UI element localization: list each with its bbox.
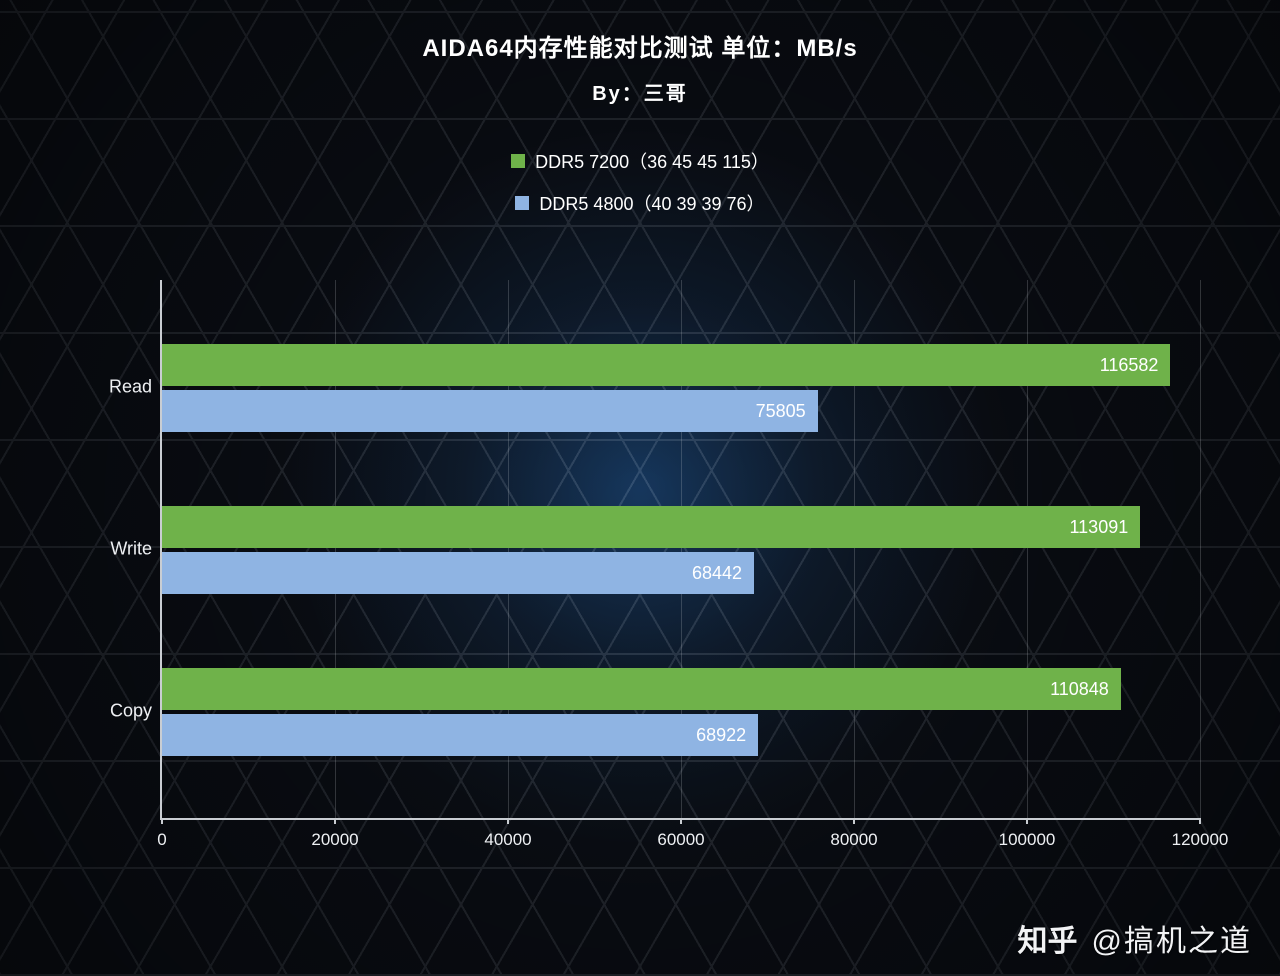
bar-series-a: 113091 [162,506,1140,548]
legend-label-b: DDR5 4800（40 39 39 76） [539,190,764,216]
bar-group: Read11658275805 [162,342,1200,432]
x-tick [1026,818,1028,824]
title-block: AIDA64内存性能对比测试 单位：MB/s By：三哥 [0,28,1280,106]
legend-item-series-b: DDR5 4800（40 39 39 76） [515,190,764,216]
x-tick-label: 20000 [311,830,358,850]
x-tick-label: 60000 [657,830,704,850]
plot-area: 020000400006000080000100000120000Read116… [160,280,1200,820]
bar-group: Write11309168442 [162,504,1200,594]
bar-series-b: 75805 [162,390,818,432]
watermark-handle: @搞机之道 [1092,916,1252,960]
legend-label-a: DDR5 7200（36 45 45 115） [535,148,769,174]
x-tick [334,818,336,824]
bar-chart: 020000400006000080000100000120000Read116… [160,280,1200,860]
x-tick-label: 0 [157,830,166,850]
bar-series-b: 68922 [162,714,758,756]
x-tick [161,818,163,824]
bar-series-b: 68442 [162,552,754,594]
x-tick-label: 100000 [999,830,1056,850]
x-tick [680,818,682,824]
category-label: Write [92,539,152,560]
legend-item-series-a: DDR5 7200（36 45 45 115） [511,148,769,174]
category-label: Read [92,377,152,398]
x-tick-label: 80000 [830,830,877,850]
bar-series-a: 110848 [162,668,1121,710]
x-tick [853,818,855,824]
bar-group: Copy11084868922 [162,666,1200,756]
zhihu-logo-text: 知乎 [1018,916,1078,960]
chart-title: AIDA64内存性能对比测试 单位：MB/s [0,28,1280,63]
x-tick-label: 40000 [484,830,531,850]
gridline [1200,280,1201,818]
watermark: 知乎 @搞机之道 [1018,916,1252,960]
legend: DDR5 7200（36 45 45 115） DDR5 4800（40 39 … [0,148,1280,216]
category-label: Copy [92,701,152,722]
legend-swatch-a [511,154,525,168]
x-tick [507,818,509,824]
legend-swatch-b [515,196,529,210]
chart-subtitle: By：三哥 [0,77,1280,106]
x-tick [1199,818,1201,824]
bar-series-a: 116582 [162,344,1170,386]
x-tick-label: 120000 [1172,830,1229,850]
